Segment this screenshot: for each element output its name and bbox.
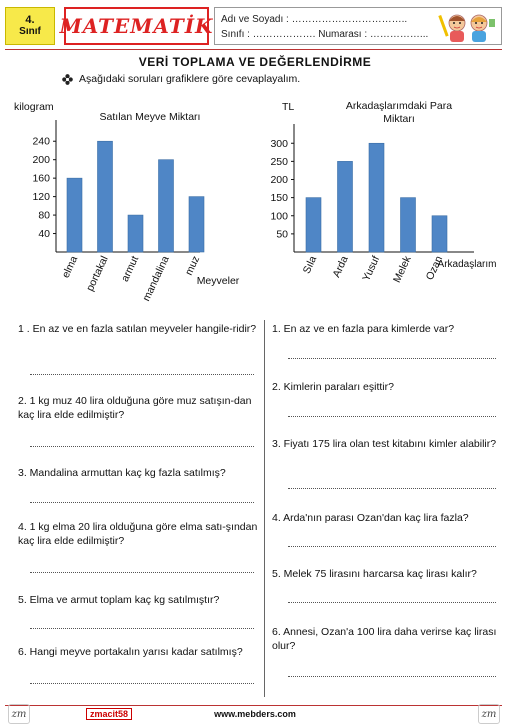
question-right-6: 6. Annesi, Ozan'a 100 lira daha verirse … <box>272 626 497 652</box>
y-tick-label: 100 <box>270 210 288 222</box>
chart-xlabel: Arkadaşlarım <box>438 259 497 270</box>
question-right-4: 4. Arda'nın parası Ozan'dan kaç lira faz… <box>272 512 469 524</box>
chart-xlabel: Meyveler <box>197 275 240 287</box>
subject-title: MATEMATİK <box>59 14 214 38</box>
y-tick-label: 120 <box>32 191 50 203</box>
bar-muz <box>188 196 205 253</box>
bar-portakal <box>97 140 113 253</box>
bar-Yusuf <box>368 142 385 253</box>
x-tick-label: Sıla <box>301 254 320 276</box>
section-title: VERİ TOPLAMA VE DEĞERLENDİRME <box>138 55 372 69</box>
y-tick-label: 240 <box>32 136 50 148</box>
y-tick-label: 160 <box>32 173 50 185</box>
header-divider <box>5 49 502 50</box>
answer-line[interactable] <box>30 374 254 375</box>
grade-badge: 4. Sınıf <box>5 7 55 45</box>
chart-ylabel: kilogram <box>14 101 54 113</box>
footer-divider <box>5 705 502 706</box>
chart-title: Satılan Meyve Miktarı <box>100 111 201 123</box>
question-left-3: 3. Mandalina armuttan kaç kg fazla satıl… <box>18 467 226 479</box>
chart-title: Arkadaşlarımdaki Para Miktarı <box>345 100 453 125</box>
chart-title-wrap: Arkadaşlarımdaki Para Miktarı <box>345 100 453 125</box>
y-tick-label: 50 <box>276 228 288 240</box>
bar-Sıla <box>305 197 322 253</box>
question-left-5: 5. Elma ve armut toplam kaç kg satılmışt… <box>18 594 220 606</box>
subject-title-box: MATEMATİK <box>60 7 212 45</box>
answer-line[interactable] <box>30 446 254 447</box>
author-code: zmacit58 <box>86 708 133 720</box>
friends-money-chart: TL Arkadaşlarımdaki Para Miktarı Arkadaş… <box>270 100 497 285</box>
question-column-divider <box>264 320 265 697</box>
fruit-sales-chart: kilogram Satılan Meyve Miktarı Meyveler … <box>14 101 240 303</box>
question-left-2: 2. 1 kg muz 40 lira olduğuna göre muz sa… <box>18 395 252 421</box>
question-left-4: 4. 1 kg elma 20 lira olduğuna göre elma … <box>18 521 258 547</box>
y-tick-label: 80 <box>38 210 50 222</box>
bar-elma <box>66 177 83 253</box>
x-tick-label: portakal <box>84 254 111 293</box>
website-link[interactable]: www.mebders.com <box>214 709 296 719</box>
x-tick-label: elma <box>60 254 81 280</box>
y-tick-label: 40 <box>38 228 50 240</box>
x-tick-label: mandalina <box>140 254 171 303</box>
grade-number: 4. <box>25 14 35 26</box>
answer-line[interactable] <box>288 602 496 603</box>
answer-line[interactable] <box>288 488 496 489</box>
answer-line[interactable] <box>30 628 254 629</box>
answer-line[interactable] <box>288 546 496 547</box>
x-tick-label: armut <box>119 254 141 283</box>
answer-line[interactable] <box>30 683 254 684</box>
bar-Melek <box>400 197 416 253</box>
x-tick-label: muz <box>183 254 202 277</box>
y-tick-label: 150 <box>270 192 288 204</box>
x-tick-label: Yusuf <box>360 254 382 283</box>
answer-line[interactable] <box>30 572 254 573</box>
question-right-3: 3. Fiyatı 175 lira olan test kitabını ki… <box>272 438 497 450</box>
question-right-2: 2. Kimlerin paraları eşittir? <box>272 381 394 393</box>
flower-bullet-icon <box>62 73 73 85</box>
bar-armut <box>127 214 144 253</box>
instruction-text: Aşağıdaki soruları grafiklere göre cevap… <box>79 73 301 85</box>
name-line: Adı ve Soyadı : …………………………….. <box>221 14 408 25</box>
answer-line[interactable] <box>30 502 254 503</box>
y-tick-label: 300 <box>270 138 288 150</box>
question-right-5: 5. Melek 75 lirasını harcarsa kaç lirası… <box>272 568 477 580</box>
y-tick-label: 200 <box>32 154 50 166</box>
answer-line[interactable] <box>288 416 496 417</box>
question-left-1: 1 . En az ve en fazla satılan meyveler h… <box>18 323 257 335</box>
y-tick-label: 200 <box>270 174 288 186</box>
bar-Arda <box>337 161 353 253</box>
kids-illustration-icon <box>438 14 495 42</box>
bar-mandalina <box>158 159 174 253</box>
chart-ylabel: TL <box>282 101 294 113</box>
y-tick-label: 250 <box>270 156 288 168</box>
answer-line[interactable] <box>288 358 496 359</box>
zm-logo-right: zm <box>478 704 500 724</box>
zm-logo-left: zm <box>8 704 30 724</box>
x-tick-label: Arda <box>330 254 350 279</box>
student-info-box: Adı ve Soyadı : …………………………….. Sınıfı : …… <box>214 7 502 45</box>
x-tick-label: Melek <box>391 254 414 285</box>
bar-Ozan <box>431 215 448 253</box>
class-number-line: Sınıfı : ………………. Numarası : ……………... <box>221 29 429 40</box>
grade-label: Sınıf <box>19 26 41 37</box>
question-right-1: 1. En az ve en fazla para kimlerde var? <box>272 323 455 335</box>
answer-line[interactable] <box>288 676 496 677</box>
instruction: Aşağıdaki soruları grafiklere göre cevap… <box>62 73 300 85</box>
question-left-6: 6. Hangi meyve portakalın yarısı kadar s… <box>18 646 243 658</box>
